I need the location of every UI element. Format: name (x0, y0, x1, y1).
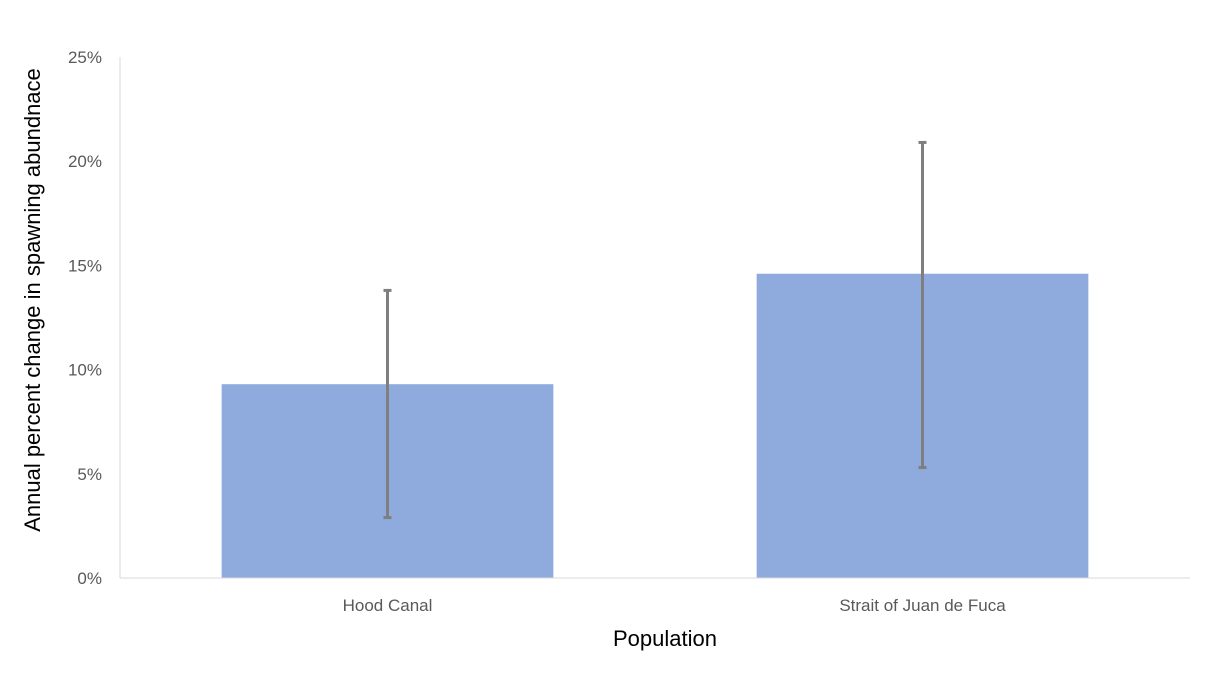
y-axis-title: Annual percent change in spawning abundn… (20, 68, 45, 532)
x-axis: Hood Canal Strait of Juan de Fuca (120, 577, 1190, 615)
error-bars (383, 140, 927, 520)
x-tick-label: Strait of Juan de Fuca (839, 596, 1006, 615)
x-tick-label: Hood Canal (343, 596, 433, 615)
y-tick-label: 25% (68, 48, 102, 67)
y-tick-label: 15% (68, 256, 102, 275)
y-tick-label: 20% (68, 152, 102, 171)
y-tick-label: 5% (77, 465, 102, 484)
bars (221, 273, 1089, 578)
y-tick-label: 0% (77, 569, 102, 588)
y-axis: 0% 5% 10% 15% 20% 25% (68, 48, 121, 588)
y-tick-label: 10% (68, 361, 102, 380)
x-axis-title: Population (613, 626, 717, 651)
